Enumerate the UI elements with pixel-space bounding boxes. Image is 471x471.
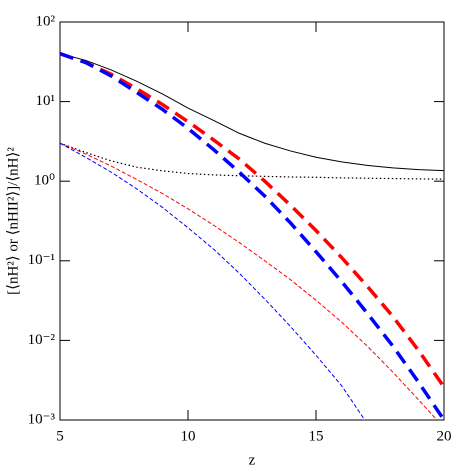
plot-area [60, 52, 444, 420]
y-tick-label: 10² [36, 13, 56, 29]
series-line [60, 142, 444, 180]
y-tick-label: 10⁻³ [28, 411, 56, 427]
y-tick-label: 10⁻² [28, 332, 56, 348]
series-line [60, 142, 366, 420]
x-tick-label: 15 [309, 428, 324, 444]
x-tick-label: 5 [56, 428, 64, 444]
series-line [60, 142, 438, 420]
x-axis-label: z [249, 452, 256, 468]
x-tick-label: 20 [437, 428, 452, 444]
y-tick-label: 10⁰ [34, 173, 55, 189]
series-line [60, 52, 444, 388]
x-tick-label: 10 [181, 428, 196, 444]
y-axis-label: [⟨nH²⟩ or ⟨nHII²⟩]/⟨nH⟩² [5, 147, 21, 295]
series-line [60, 52, 444, 420]
y-tick-label: 10¹ [36, 93, 56, 109]
plot-frame [59, 21, 445, 421]
y-tick-label: 10⁻¹ [28, 252, 55, 268]
series-line [60, 53, 444, 172]
